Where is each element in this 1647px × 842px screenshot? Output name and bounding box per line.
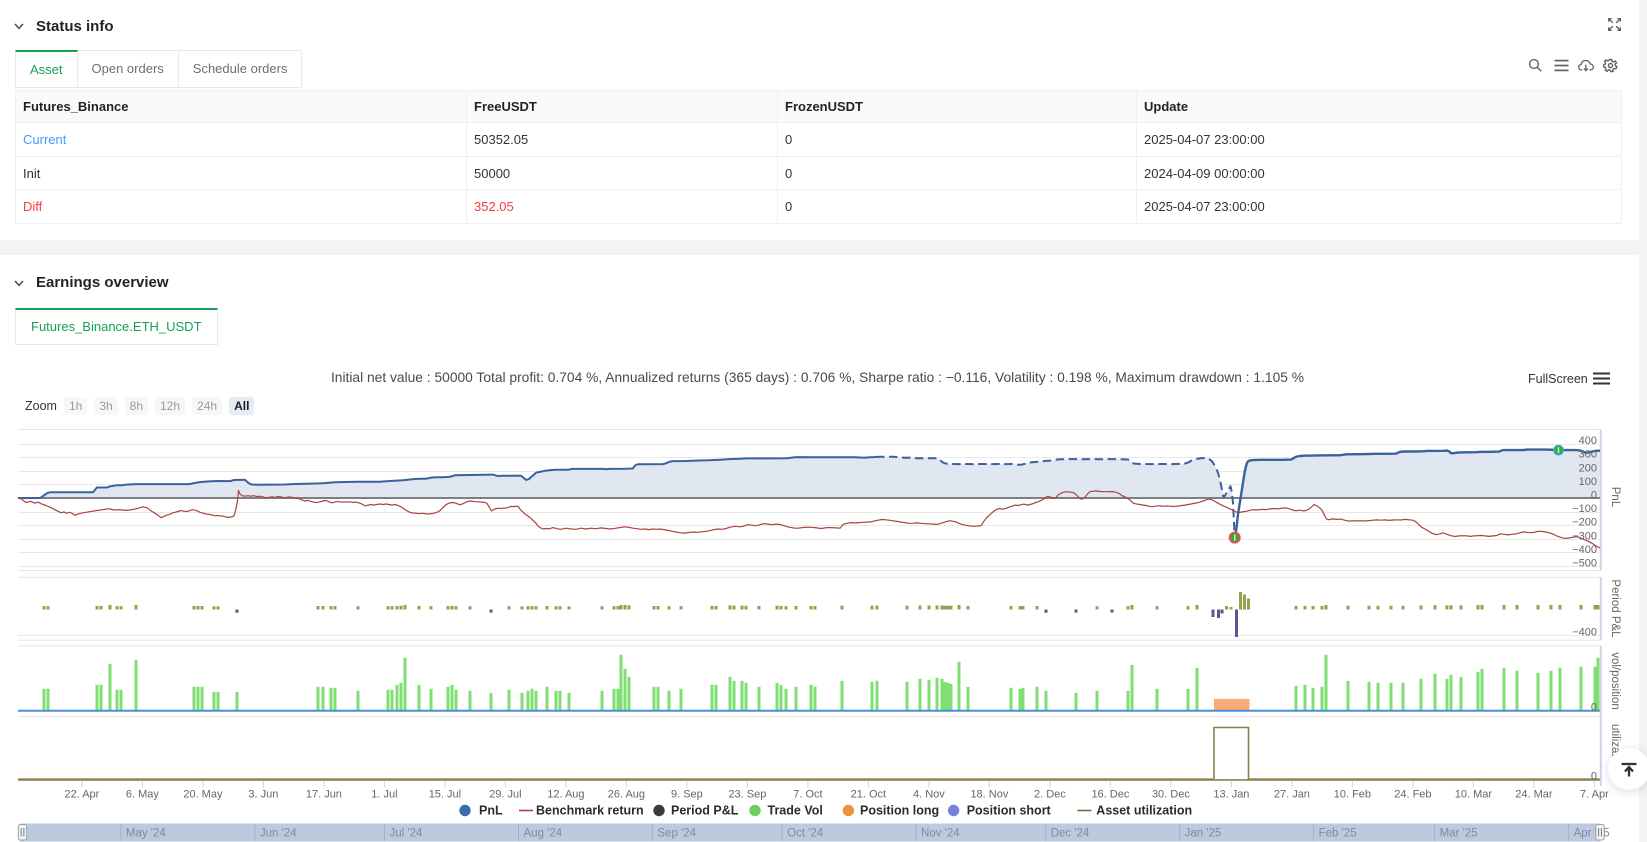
- svg-text:0: 0: [1591, 490, 1597, 502]
- svg-text:Period P&L: Period P&L: [671, 804, 739, 818]
- svg-text:Aug '24: Aug '24: [524, 828, 563, 840]
- svg-text:200: 200: [1579, 462, 1597, 474]
- svg-text:30. Dec: 30. Dec: [1152, 789, 1190, 801]
- svg-text:May '24: May '24: [126, 828, 167, 840]
- svg-text:12. Aug: 12. Aug: [547, 789, 584, 801]
- svg-text:16. Dec: 16. Dec: [1091, 789, 1129, 801]
- svg-text:Position short: Position short: [967, 804, 1052, 818]
- svg-text:Jun '24: Jun '24: [260, 828, 297, 840]
- svg-text:vol/position: vol/position: [1609, 652, 1621, 710]
- svg-text:Position long: Position long: [860, 804, 939, 818]
- svg-text:7. Oct: 7. Oct: [793, 789, 822, 801]
- svg-text:PnL: PnL: [1609, 487, 1621, 508]
- svg-text:6. May: 6. May: [126, 789, 160, 801]
- svg-text:Jul '24: Jul '24: [390, 828, 423, 840]
- svg-text:9. Sep: 9. Sep: [671, 789, 703, 801]
- svg-text:100: 100: [1579, 476, 1597, 488]
- svg-text:27. Jan: 27. Jan: [1274, 789, 1310, 801]
- svg-text:−400: −400: [1572, 544, 1597, 556]
- svg-text:−500: −500: [1572, 558, 1597, 570]
- svg-text:300: 300: [1579, 449, 1597, 461]
- svg-text:15. Jul: 15. Jul: [429, 789, 461, 801]
- svg-text:Period P&L: Period P&L: [1609, 579, 1621, 638]
- svg-text:Trade Vol: Trade Vol: [768, 804, 823, 818]
- svg-text:18. Nov: 18. Nov: [970, 789, 1008, 801]
- svg-text:Sep '24: Sep '24: [657, 828, 696, 840]
- svg-text:24. Feb: 24. Feb: [1394, 789, 1431, 801]
- svg-text:−100: −100: [1572, 503, 1597, 515]
- svg-text:23. Sep: 23. Sep: [728, 789, 766, 801]
- svg-text:Dec '24: Dec '24: [1051, 828, 1090, 840]
- svg-text:4. Nov: 4. Nov: [913, 789, 945, 801]
- svg-text:24. Mar: 24. Mar: [1515, 789, 1553, 801]
- svg-text:7. Apr: 7. Apr: [1580, 789, 1609, 801]
- svg-text:Mar '25: Mar '25: [1440, 828, 1478, 840]
- svg-text:Feb '25: Feb '25: [1319, 828, 1357, 840]
- svg-text:−300: −300: [1572, 530, 1597, 542]
- svg-text:21. Oct: 21. Oct: [851, 789, 886, 801]
- svg-text:20. May: 20. May: [183, 789, 223, 801]
- svg-text:Jan '25: Jan '25: [1185, 828, 1222, 840]
- svg-text:13. Jan: 13. Jan: [1213, 789, 1249, 801]
- svg-text:2. Dec: 2. Dec: [1034, 789, 1066, 801]
- svg-text:Nov '24: Nov '24: [921, 828, 960, 840]
- svg-text:22. Apr: 22. Apr: [64, 789, 99, 801]
- svg-text:1. Jul: 1. Jul: [371, 789, 397, 801]
- svg-text:10. Mar: 10. Mar: [1455, 789, 1493, 801]
- svg-text:PnL: PnL: [479, 804, 503, 818]
- svg-text:26. Aug: 26. Aug: [608, 789, 645, 801]
- svg-text:0: 0: [1591, 770, 1597, 782]
- svg-text:−200: −200: [1572, 517, 1597, 529]
- svg-text:10. Feb: 10. Feb: [1334, 789, 1371, 801]
- svg-text:400: 400: [1579, 435, 1597, 447]
- svg-text:−400: −400: [1572, 626, 1597, 638]
- svg-text:Oct '24: Oct '24: [787, 828, 824, 840]
- svg-text:17. Jun: 17. Jun: [306, 789, 342, 801]
- svg-text:29. Jul: 29. Jul: [489, 789, 521, 801]
- svg-text:Benchmark return: Benchmark return: [536, 804, 644, 818]
- svg-text:3. Jun: 3. Jun: [248, 789, 278, 801]
- svg-text:Asset utilization: Asset utilization: [1096, 804, 1192, 818]
- svg-text:0: 0: [1591, 701, 1597, 713]
